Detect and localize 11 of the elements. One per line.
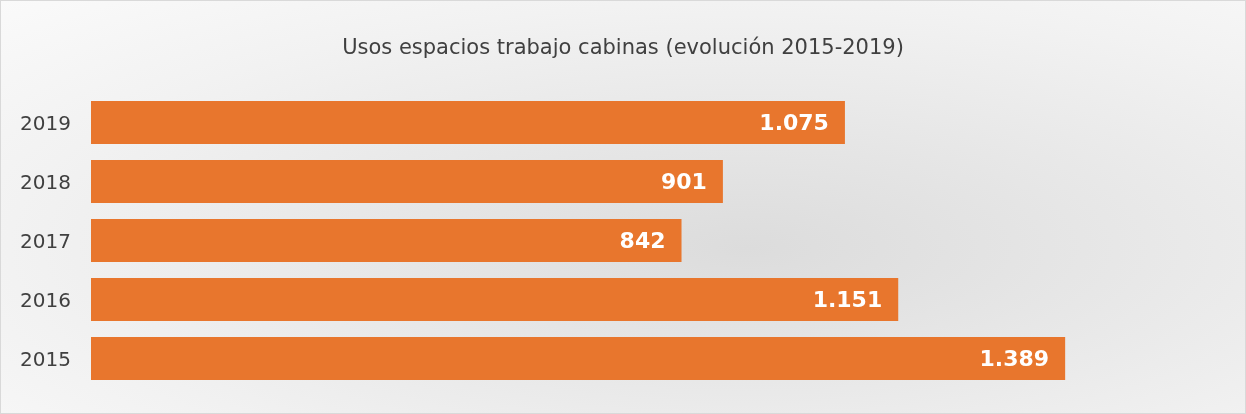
- y-tick-label: 2016: [20, 287, 71, 312]
- data-label: 901: [660, 169, 707, 194]
- data-label: 1.389: [979, 346, 1050, 371]
- y-tick-label: 2015: [20, 346, 71, 371]
- y-tick-label: 2017: [20, 228, 71, 253]
- y-tick-label: 2018: [20, 169, 71, 194]
- data-label: 842: [619, 228, 666, 253]
- chart-title: Usos espacios trabajo cabinas (evolución 2015-2019): [342, 34, 904, 59]
- y-tick-label: 2019: [20, 110, 71, 135]
- data-label: 1.075: [759, 110, 829, 135]
- data-label: 1.151: [812, 287, 883, 312]
